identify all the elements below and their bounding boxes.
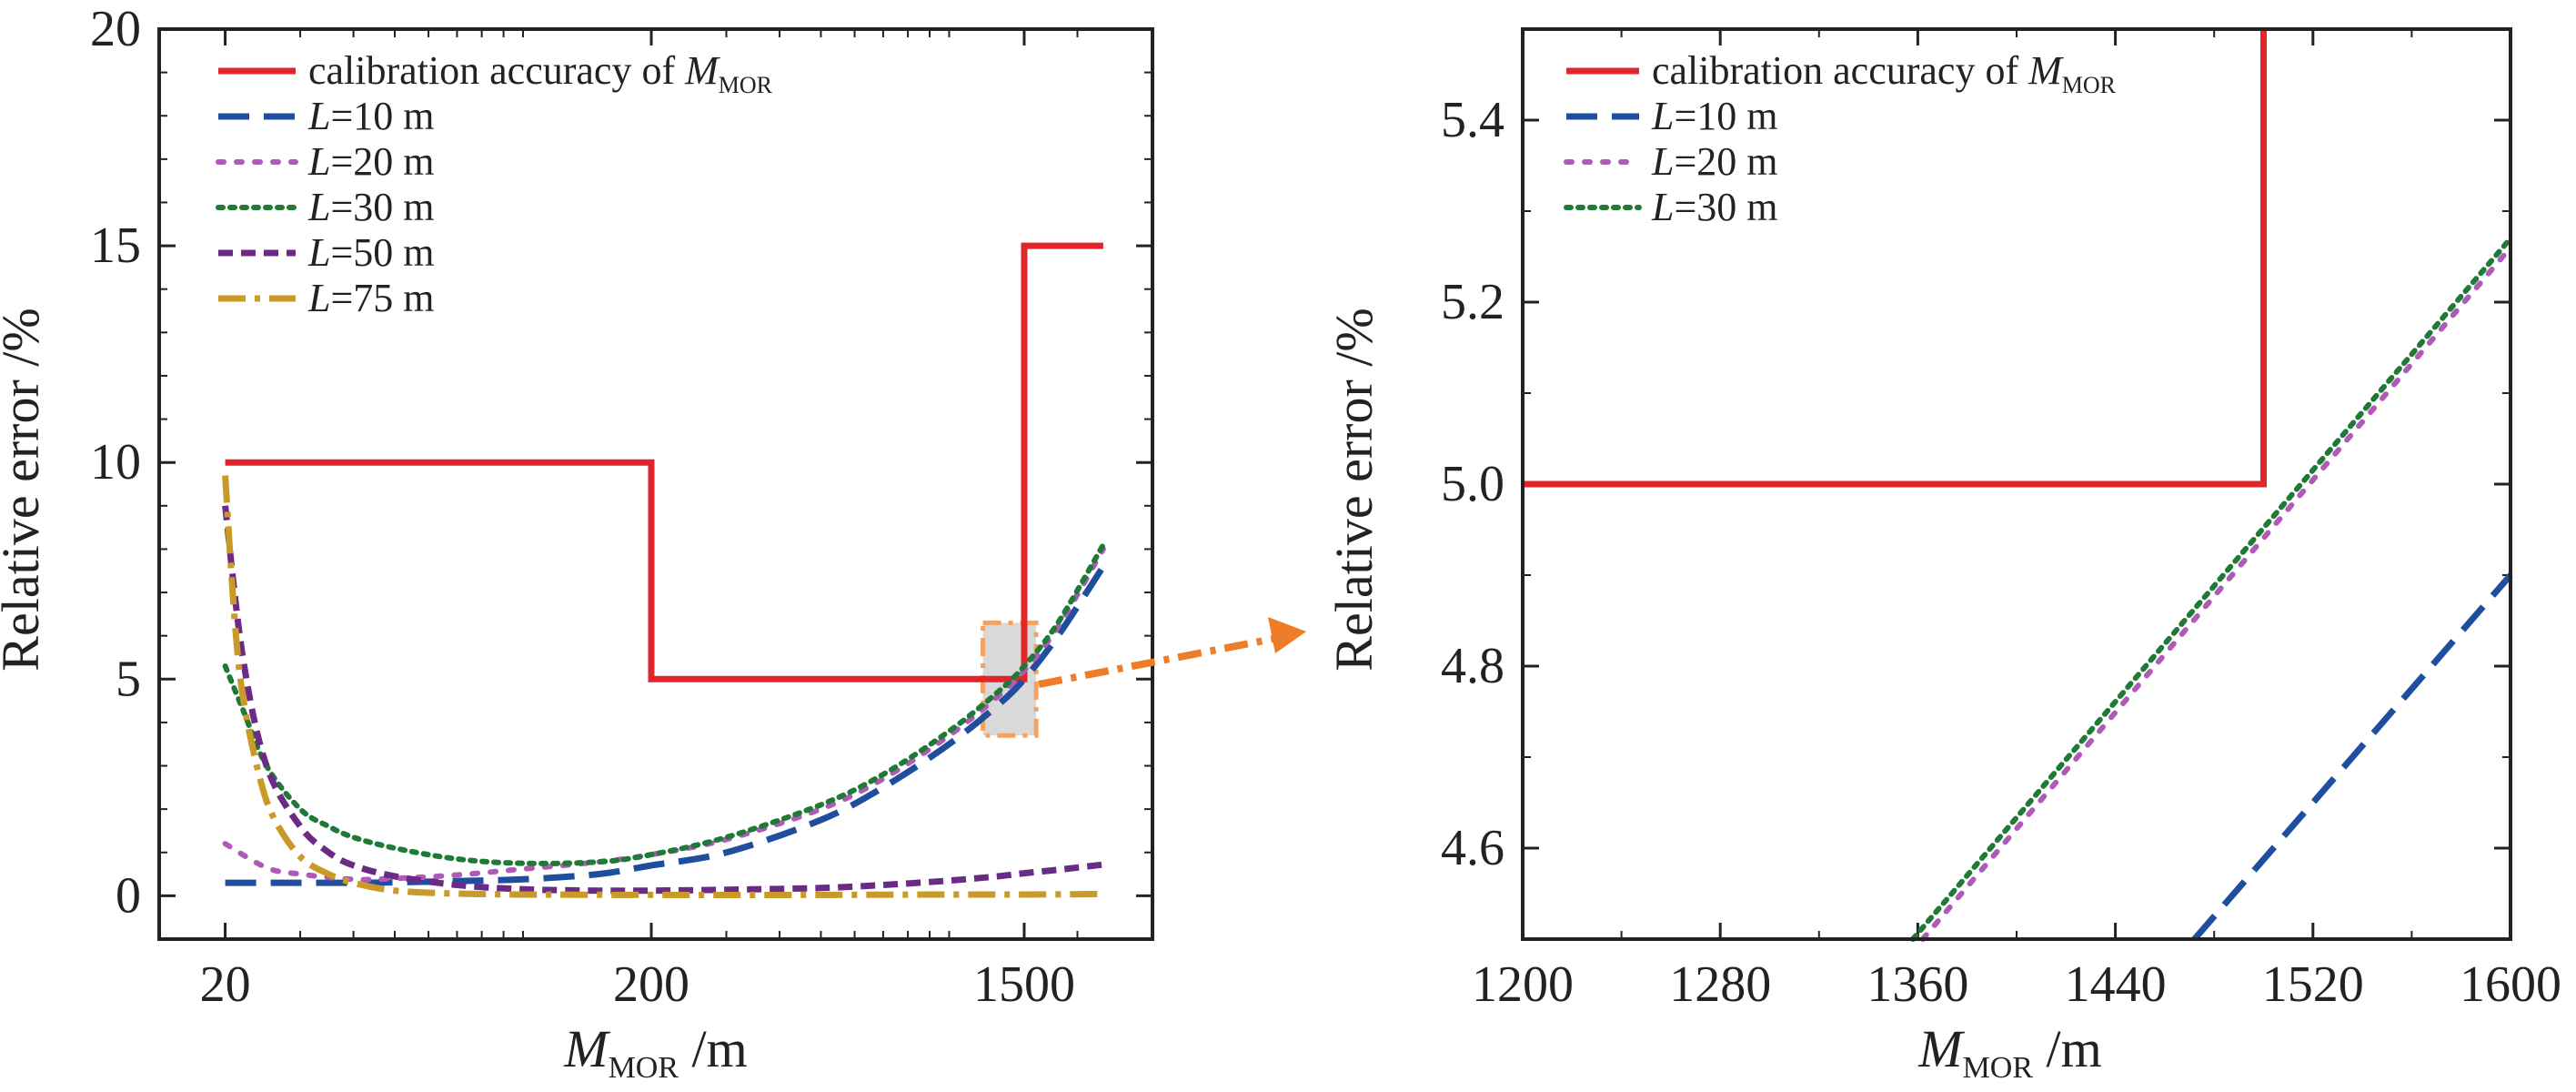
legend-rest: =30 m [1674,185,1777,229]
legend-label-L20: L=20 m [1651,139,1778,184]
series-line-L20 [1919,245,2513,942]
y-tick-label: 10 [90,434,141,490]
series-line-L10 [225,564,1106,886]
left-plot-frame [157,27,1154,941]
zoom-arrow [1038,617,1306,688]
y-tick-label: 4.6 [1441,820,1504,876]
left-xlabel-unit: /m [679,1019,748,1078]
legend-rest: =20 m [330,139,434,184]
series-line-L30 [222,541,1106,866]
right-xlabel-unit: /m [2033,1019,2102,1078]
legend-label-L75: L=75 m [307,276,435,320]
y-tick-label: 4.8 [1441,638,1504,694]
legend-label-L50: L=50 m [307,230,435,275]
left-y-axis-label: Relative error /% [0,308,50,671]
legend-label-calib: calibration accuracy of MMOR [1652,48,2117,98]
x-tick-label: 200 [613,956,689,1013]
legend-rest: =20 m [1674,139,1777,184]
legend-var: L [1651,185,1674,229]
legend-rest: =10 m [330,94,434,138]
legend-var: M [684,48,720,93]
series-line-L10 [2191,572,2513,942]
y-tick-label: 0 [116,867,141,924]
x-tick-label: 1360 [1867,956,1968,1013]
legend-var: L [307,276,330,320]
right-panel: Relative error /% 4.64.85.05.25.4 1200 12… [1324,27,2561,1085]
y-tick-label: 20 [90,1,141,57]
legend-rest: =50 m [330,230,434,275]
legend-var: L [1651,94,1674,138]
y-tick-label: 5.2 [1441,274,1504,330]
right-y-axis-label: Relative error /% [1324,308,1384,671]
x-tick-label: 1500 [973,956,1075,1013]
legend-rest: =10 m [1674,94,1777,138]
series-line-L50 [222,505,1104,895]
x-tick-label: 20 [200,956,251,1013]
left-x-tick-labels: 20 200 1500 [200,956,1075,1013]
left-x-axis-label: MMOR /m [563,1019,748,1085]
legend-label-L10: L=10 m [1651,94,1778,138]
legend-var: L [307,185,330,229]
right-series [1523,29,2513,942]
legend-var: L [1651,139,1674,184]
legend-var: L [307,94,330,138]
y-tick-label: 5.0 [1441,456,1504,512]
right-x-tick-labels: 1200 1280 1360 1440 1520 1600 [1472,956,2561,1013]
legend-sub: MOR [719,72,773,98]
series-line-calib [225,242,1103,682]
y-tick-label: 5.4 [1441,92,1504,148]
legend-label-calib: calibration accuracy of MMOR [308,48,773,98]
right-y-tick-labels: 4.6 4.8 5.0 5.2 5.4 [1441,92,1504,876]
legend-text: calibration accuracy of [1652,48,2028,93]
y-tick-label: 15 [90,217,141,274]
left-panel: Relative error /% 0 5 10 15 20 20 200 1500 cal… [0,1,1154,1085]
legend-sub: MOR [2062,72,2117,98]
legend-var: L [307,230,330,275]
zoom-arrow-line [1038,635,1274,688]
right-xlabel-var: M [1917,1019,1965,1078]
legend-label-L30: L=30 m [307,185,435,229]
right-plot-frame [1521,27,2512,941]
left-series [222,242,1106,898]
legend-text: calibration accuracy of [308,48,685,93]
left-xlabel-var: M [563,1019,610,1078]
legend-rest: =75 m [330,276,434,320]
x-tick-label: 1280 [1669,956,1771,1013]
legend-label-L30: L=30 m [1651,185,1778,229]
x-tick-label: 1200 [1472,956,1574,1013]
x-tick-label: 1520 [2262,956,2364,1013]
series-line-L20 [222,546,1106,883]
legend-var: L [307,139,330,184]
legend-label-L20: L=20 m [307,139,435,184]
right-xlabel-sub: MOR [1963,1051,2034,1085]
legend-rest: =30 m [330,185,434,229]
left-xlabel-sub: MOR [609,1051,679,1085]
x-tick-label: 1440 [2065,956,2167,1013]
series-line-L75 [222,475,1103,898]
zoom-arrow-head [1268,617,1306,653]
series-line-calib [1523,29,2267,488]
x-tick-label: 1600 [2460,956,2561,1013]
y-tick-label: 5 [116,651,141,707]
legend-var: M [2028,48,2064,93]
left-y-tick-labels: 0 5 10 15 20 [90,1,141,924]
legend-label-L10: L=10 m [307,94,435,138]
right-x-axis-label: MMOR /m [1917,1019,2102,1085]
series-line-L30 [1910,236,2513,942]
